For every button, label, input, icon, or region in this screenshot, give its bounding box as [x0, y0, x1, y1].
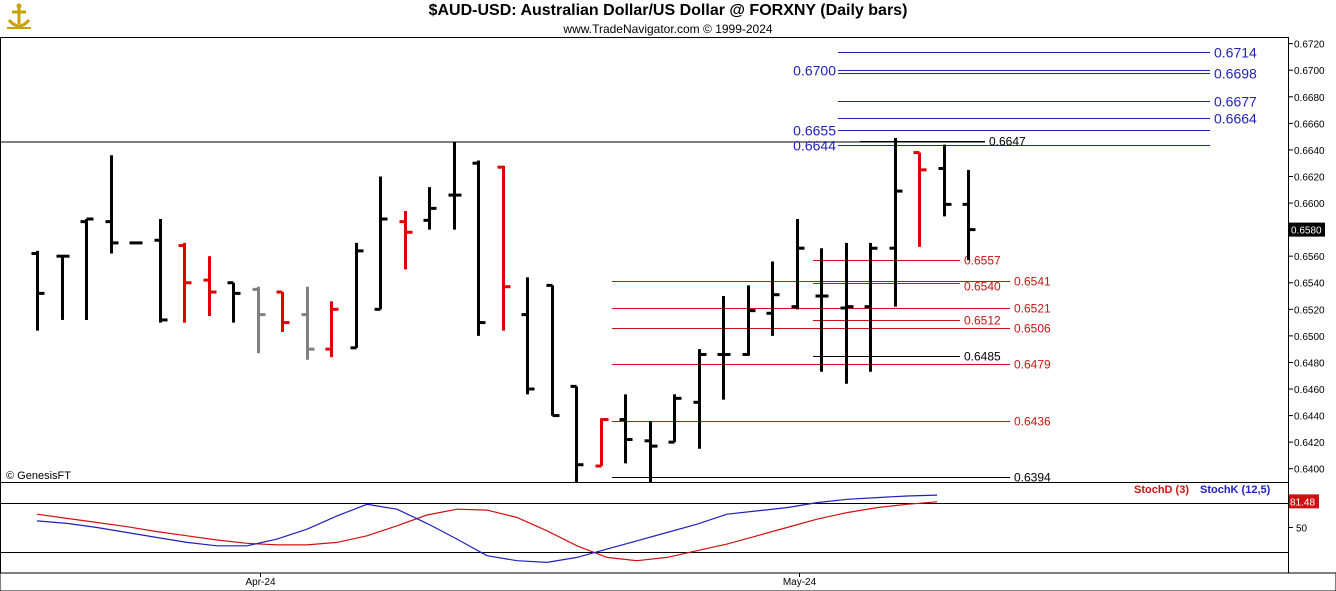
ohlc-bar[interactable]: [815, 248, 829, 372]
y-tick-label: 0.6400: [1294, 465, 1325, 476]
level-label-0.6479: 0.6479: [1014, 358, 1051, 372]
y-tick-label: 0.6500: [1294, 332, 1325, 343]
ohlc-bar[interactable]: [448, 141, 462, 230]
chart-subtitle: www.TradeNavigator.com © 1999-2024: [563, 22, 773, 36]
ohlc-bar[interactable]: [423, 187, 437, 230]
y-tick-label: 0.6600: [1294, 199, 1325, 210]
ohlc-bar[interactable]: [374, 176, 388, 311]
ohlc-bar[interactable]: [178, 242, 192, 323]
level-label-0.6664: 0.6664: [1214, 111, 1257, 127]
stoch-tick-label: 50: [1296, 524, 1308, 535]
ohlc-bar[interactable]: [791, 218, 805, 310]
ohlc-bar[interactable]: [80, 217, 94, 320]
ohlc-bar[interactable]: [889, 137, 903, 307]
y-tick-label: 0.6540: [1294, 279, 1325, 290]
ohlc-bar[interactable]: [693, 349, 707, 449]
level-label-0.6506: 0.6506: [1014, 322, 1051, 336]
ohlc-bar[interactable]: [154, 218, 168, 323]
y-tick-label: 0.6660: [1294, 119, 1325, 130]
ohlc-bar[interactable]: [350, 242, 364, 350]
y-tick-label: 0.6480: [1294, 358, 1325, 369]
level-label-0.6541: 0.6541: [1014, 275, 1051, 289]
ohlc-bar[interactable]: [938, 144, 952, 217]
ohlc-bar[interactable]: [301, 286, 315, 360]
level-label-0.6512: 0.6512: [964, 314, 1001, 328]
stoch-last-box: [1289, 494, 1319, 509]
chart-title: $AUD-USD: Australian Dollar/US Dollar @ …: [428, 2, 908, 19]
level-label-0.6644: 0.6644: [793, 138, 836, 154]
x-tick-label: May-24: [783, 577, 817, 588]
ohlc-bar[interactable]: [840, 242, 854, 384]
level-label-0.6647: 0.6647: [989, 135, 1026, 149]
ohlc-bar[interactable]: [56, 254, 70, 320]
axis-area: [1289, 37, 1336, 573]
y-tick-label: 0.6520: [1294, 305, 1325, 316]
level-label-0.6557: 0.6557: [964, 254, 1001, 268]
ohlc-bar[interactable]: [644, 420, 658, 482]
ohlc-bar[interactable]: [399, 211, 413, 270]
ohlc-bar[interactable]: [913, 151, 927, 247]
ohlc-bar[interactable]: [497, 165, 511, 331]
trade-navigator-logo: [4, 2, 34, 34]
level-label-0.6677: 0.6677: [1214, 94, 1257, 110]
date-strip: [0, 572, 1336, 591]
stoch-last-label: 81.48: [1290, 497, 1315, 508]
ohlc-bar[interactable]: [742, 285, 756, 356]
ohlc-bar[interactable]: [105, 155, 119, 254]
watermark: © GenesisFT: [6, 470, 71, 482]
y-tick-label: 0.6720: [1294, 40, 1325, 51]
y-tick-label: 0.6420: [1294, 438, 1325, 449]
y-tick-label: 0.6560: [1294, 252, 1325, 263]
ohlc-bar[interactable]: [668, 394, 682, 444]
y-tick-label: 0.6620: [1294, 172, 1325, 183]
legend-stochk: StochK (12,5): [1200, 484, 1271, 496]
ohlc-bar[interactable]: [570, 384, 584, 482]
level-label-0.6698: 0.6698: [1214, 66, 1257, 82]
ohlc-bar[interactable]: [252, 286, 266, 354]
level-label-0.6394: 0.6394: [1014, 471, 1051, 485]
legend-stochd: StochD (3): [1134, 484, 1189, 496]
ohlc-bar[interactable]: [864, 242, 878, 372]
level-label-0.6436: 0.6436: [1014, 415, 1051, 429]
level-label-0.6655: 0.6655: [793, 123, 836, 139]
x-tick-label: Apr-24: [245, 577, 275, 588]
level-label-0.6540: 0.6540: [964, 280, 1001, 294]
level-label-0.6485: 0.6485: [964, 350, 1001, 364]
ohlc-bar[interactable]: [766, 261, 780, 336]
ohlc-bar[interactable]: [546, 283, 560, 418]
last-price-label: 0.6580: [1291, 226, 1322, 237]
ohlc-bar[interactable]: [472, 160, 486, 336]
level-label-0.6714: 0.6714: [1214, 45, 1257, 61]
y-tick-label: 0.6440: [1294, 412, 1325, 423]
ohlc-bar[interactable]: [595, 418, 609, 468]
last-price-box: [1289, 222, 1325, 237]
price-panel: [0, 37, 1289, 483]
ohlc-bar[interactable]: [962, 169, 976, 261]
level-label-0.6521: 0.6521: [1014, 302, 1051, 316]
ohlc-bar[interactable]: [717, 296, 731, 400]
stoch-k-line: [36, 494, 938, 564]
level-label-0.6700: 0.6700: [793, 63, 836, 79]
ohlc-bar[interactable]: [203, 256, 217, 316]
ohlc-bar[interactable]: [325, 301, 339, 358]
ohlc-bar[interactable]: [227, 281, 241, 323]
ohlc-bar[interactable]: [276, 290, 290, 332]
ohlc-bar[interactable]: [619, 394, 633, 464]
y-tick-label: 0.6700: [1294, 66, 1325, 77]
stoch-d-line: [36, 501, 938, 562]
y-tick-label: 0.6460: [1294, 385, 1325, 396]
y-tick-label: 0.6680: [1294, 93, 1325, 104]
ohlc-bar[interactable]: [521, 277, 535, 395]
ohlc-bar[interactable]: [31, 250, 45, 331]
y-tick-label: 0.6640: [1294, 146, 1325, 157]
